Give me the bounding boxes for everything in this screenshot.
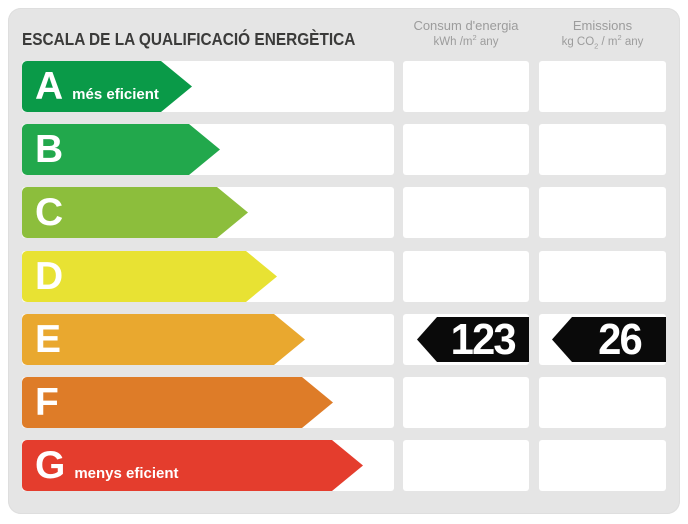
- emissions-value-arrow: 26: [552, 317, 666, 362]
- consum-cell: [403, 440, 529, 491]
- rating-letter: B: [35, 128, 64, 171]
- emissions-cell: [539, 124, 666, 175]
- emissions-header-title: Emissions: [572, 18, 633, 33]
- rating-row-c: C: [8, 187, 680, 238]
- rating-row-d: D: [8, 251, 680, 302]
- emissions-value: 26: [597, 315, 643, 364]
- rating-sublabel: més eficient: [72, 86, 159, 103]
- page-title: ESCALA DE LA QUALIFICACIÓ ENERGÈTICA: [22, 29, 356, 49]
- rating-arrow-c: C: [22, 187, 248, 238]
- consum-header-title: Consum d'energia: [413, 18, 519, 33]
- rating-letter: A: [35, 65, 64, 108]
- rating-arrow-b: B: [22, 124, 220, 175]
- rating-arrow-d: D: [22, 251, 277, 302]
- rating-arrow-a: A més eficient: [22, 61, 192, 112]
- consum-header-units: kWh /m2 any: [433, 33, 499, 48]
- rating-row-e: E 123 26: [8, 314, 680, 365]
- rating-row-a: A més eficient: [8, 61, 680, 112]
- rating-arrow-e: E: [22, 314, 305, 365]
- rating-letter: G: [35, 444, 66, 487]
- consum-cell: [403, 124, 529, 175]
- emissions-cell: [539, 187, 666, 238]
- emissions-header-units: kg CO2 / m2 any: [561, 33, 644, 51]
- emissions-cell: [539, 61, 666, 112]
- emissions-cell: [539, 377, 666, 428]
- consum-cell: [403, 377, 529, 428]
- rating-letter: F: [35, 381, 59, 424]
- rating-letter: D: [35, 255, 64, 298]
- consum-column-header: Consum d'energia kWh /m2 any: [403, 18, 529, 49]
- consum-value-arrow: 123: [417, 317, 529, 362]
- emissions-cell: [539, 440, 666, 491]
- consum-cell: [403, 61, 529, 112]
- rating-letter: C: [35, 191, 64, 234]
- rating-sublabel: menys eficient: [74, 465, 179, 482]
- consum-cell: [403, 187, 529, 238]
- consum-cell: [403, 251, 529, 302]
- rating-row-f: F: [8, 377, 680, 428]
- emissions-column-header: Emissions kg CO2 / m2 any: [539, 18, 666, 51]
- rating-row-b: B: [8, 124, 680, 175]
- consum-value: 123: [450, 315, 517, 364]
- rating-arrow-f: F: [22, 377, 333, 428]
- rating-letter: E: [35, 318, 62, 361]
- rating-row-g: G menys eficient: [8, 440, 680, 491]
- emissions-cell: [539, 251, 666, 302]
- energy-label-panel: ESCALA DE LA QUALIFICACIÓ ENERGÈTICA Con…: [8, 8, 680, 514]
- rating-arrow-g: G menys eficient: [22, 440, 363, 491]
